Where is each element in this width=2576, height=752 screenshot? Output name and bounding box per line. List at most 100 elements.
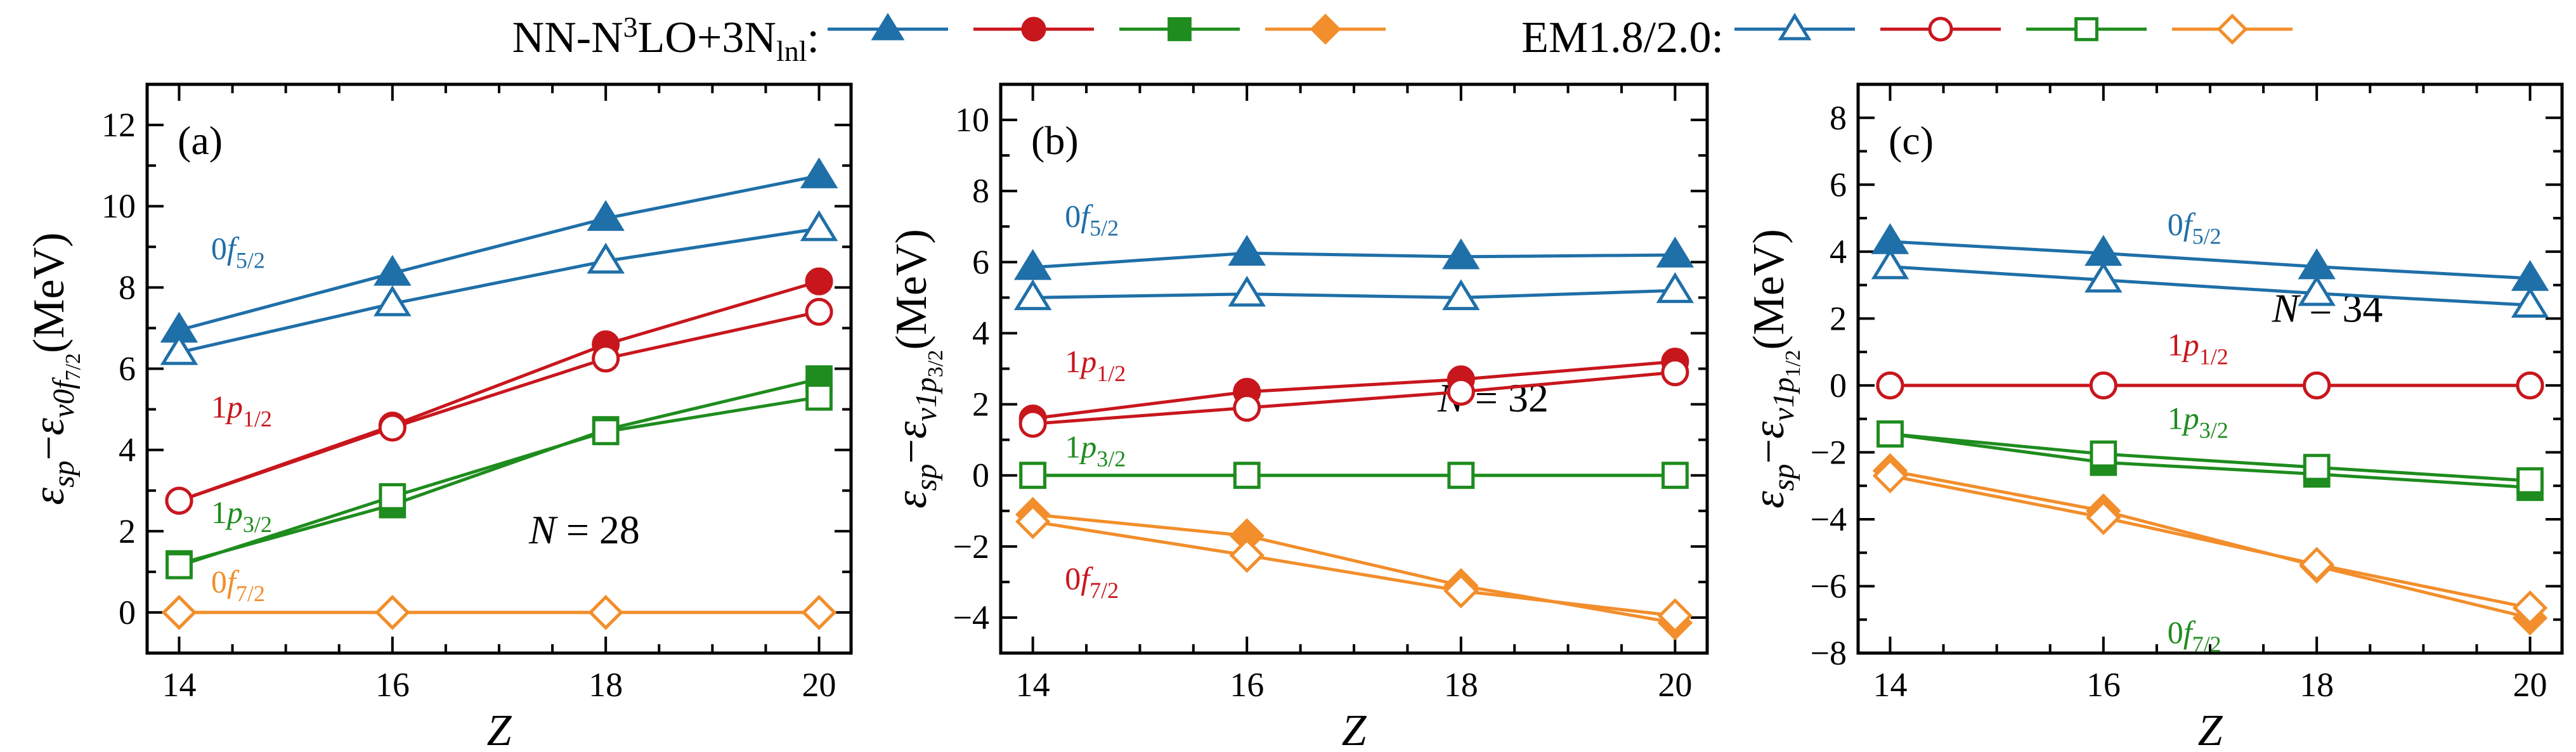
- y-tick-label: 4: [1830, 233, 1847, 271]
- y-tick-label: −8: [1811, 634, 1847, 672]
- series-0f5/2-em: [1871, 248, 2549, 318]
- series-0f7/2-nn: [1015, 496, 1693, 641]
- y-tick-label: 8: [1830, 99, 1847, 137]
- series-line: [1032, 520, 1675, 618]
- x-tick-label: 14: [1873, 666, 1907, 704]
- y-tick-label: −2: [1811, 433, 1847, 471]
- data-point: [1877, 420, 1904, 448]
- data-point: [1013, 249, 1052, 280]
- legend-marker-f52-em: [1778, 13, 1812, 41]
- legend: NN-N3LO+3Nlnl: EM1.8/2.0:: [512, 11, 2293, 67]
- series-0f7/2-em: [1015, 503, 1693, 633]
- series-1p3/2-em: [1877, 420, 2544, 495]
- y-tick-label: 0: [972, 457, 989, 495]
- data-point: [2090, 440, 2117, 468]
- series-1p3/2-em: [166, 383, 833, 580]
- orbital-label: 0f5/2: [2168, 206, 2221, 249]
- data-point: [1872, 458, 1908, 494]
- y-axis-title: εsp−εν0f7/2(MeV): [25, 233, 85, 505]
- orbital-label: 1p1/2: [2168, 327, 2228, 369]
- orbital-label: 0f5/2: [211, 231, 265, 273]
- x-axis-title: Z: [2198, 706, 2223, 752]
- panel-1: −4−2024681014161820Zεsp−εν1p3/2(MeV)(b)N…: [887, 82, 1709, 752]
- data-point: [1662, 462, 1689, 489]
- plot-frame: [145, 82, 853, 655]
- y-tick-label: 4: [119, 431, 136, 469]
- series-line: [178, 310, 820, 503]
- data-point: [161, 595, 197, 630]
- data-point: [374, 285, 412, 316]
- series-line: [1889, 474, 2531, 610]
- legend-marker-p12-nn: [1021, 16, 1046, 42]
- y-tick-label: 8: [972, 172, 989, 210]
- series-0f7/2-em: [1872, 458, 2548, 626]
- data-point: [1657, 598, 1693, 633]
- orbital-label: 1p3/2: [2168, 400, 2228, 443]
- data-point: [379, 483, 407, 510]
- series-line: [178, 377, 820, 566]
- data-point: [1876, 371, 1904, 399]
- orbital-label: 0f5/2: [1065, 198, 1119, 240]
- legend-marker-f52-nn: [871, 13, 905, 41]
- series-line: [1889, 469, 2531, 620]
- data-point: [1447, 377, 1475, 406]
- y-tick-label: −4: [1811, 500, 1847, 538]
- data-point: [1019, 462, 1046, 489]
- series-1p1/2-em: [1876, 371, 2544, 399]
- data-point: [1228, 235, 1266, 266]
- data-point: [374, 254, 412, 286]
- y-tick-label: 6: [972, 243, 989, 281]
- legend-marker-f72-nn: [1310, 13, 1341, 45]
- series-0f5/2-nn: [160, 157, 838, 343]
- data-point: [1443, 573, 1479, 609]
- y-tick-label: −4: [953, 599, 989, 637]
- data-point: [378, 413, 407, 442]
- data-point: [1228, 275, 1266, 307]
- data-point: [1442, 279, 1480, 311]
- x-tick-label: 20: [1658, 666, 1692, 704]
- x-tick-label: 20: [2513, 666, 2547, 704]
- data-point: [165, 486, 193, 515]
- y-axis-title: εsp−εν1p1/2(MeV): [1745, 229, 1805, 509]
- data-point: [2512, 590, 2548, 626]
- data-point: [1229, 538, 1265, 573]
- x-tick-label: 18: [1444, 666, 1478, 704]
- y-tick-label: 2: [972, 386, 989, 424]
- series-line: [1890, 265, 2530, 307]
- x-tick-label: 16: [375, 666, 410, 704]
- x-tick-label: 18: [589, 666, 623, 704]
- series-0f5/2-em: [160, 210, 838, 365]
- orbital-label: 0f7/2: [1065, 561, 1119, 603]
- data-point: [1871, 248, 1909, 280]
- data-point: [2299, 547, 2334, 582]
- y-tick-label: 0: [1830, 366, 1847, 405]
- legend-nn-label: NN-N3LO+3Nlnl:: [512, 11, 819, 67]
- data-point: [588, 595, 623, 630]
- series-line: [178, 226, 819, 354]
- series-0f7/2-em: [161, 595, 837, 630]
- orbital-label: 1p1/2: [211, 389, 272, 431]
- x-tick-label: 14: [162, 666, 196, 704]
- y-tick-label: 12: [101, 106, 136, 144]
- data-point: [1018, 410, 1047, 438]
- panel-label: (c): [1889, 118, 1934, 163]
- orbital-label: 1p3/2: [211, 495, 272, 537]
- x-tick-label: 18: [2300, 666, 2334, 704]
- series-1p1/2-em: [165, 297, 833, 515]
- data-point: [1447, 462, 1475, 489]
- series-line: [1032, 512, 1675, 625]
- series-line: [1032, 370, 1675, 425]
- legend-marker-p32-em: [2074, 17, 2098, 41]
- data-point: [592, 418, 620, 446]
- series-0f5/2-nn: [1871, 223, 2549, 291]
- x-axis-title: Z: [1342, 706, 1367, 752]
- data-point: [800, 210, 838, 242]
- x-tick-label: 20: [802, 666, 836, 704]
- data-point: [805, 267, 833, 295]
- series-line: [1032, 360, 1675, 420]
- y-axis-title: εsp−εν1p3/2(MeV): [887, 229, 947, 509]
- data-point: [2086, 500, 2121, 535]
